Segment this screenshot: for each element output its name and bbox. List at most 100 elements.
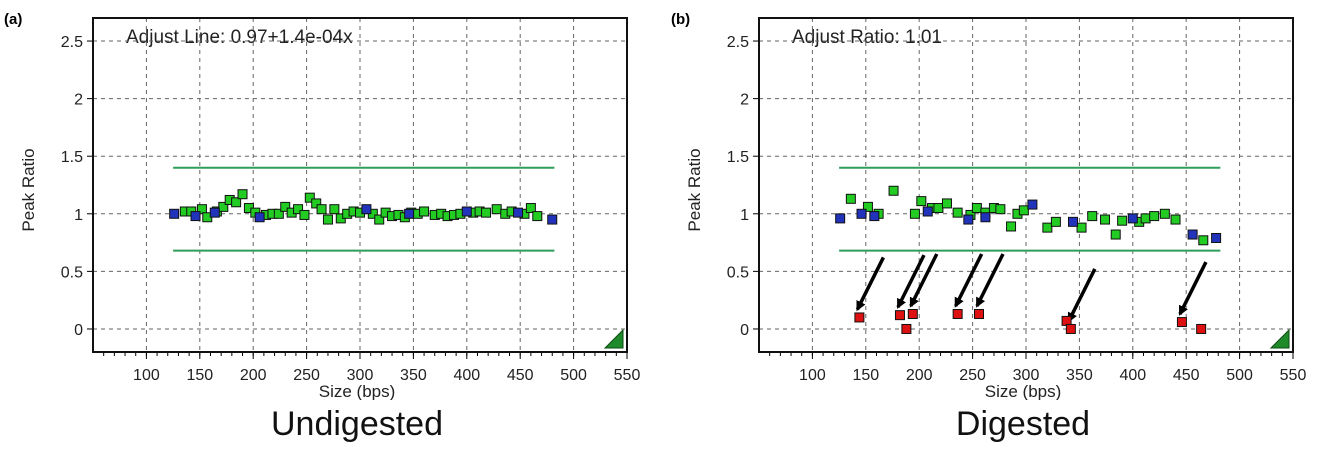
caption-digested: Digested xyxy=(955,405,1091,443)
point-blue-a xyxy=(254,212,265,223)
point-blue-b xyxy=(835,213,846,224)
point-green-b xyxy=(1159,208,1170,219)
x-tick-label-b: 400 xyxy=(1119,367,1146,384)
point-green-a xyxy=(329,204,340,215)
arrow-b xyxy=(1178,261,1208,316)
y-tick-label-b: 1.5 xyxy=(727,149,749,166)
point-green-b xyxy=(1198,235,1209,246)
x-tick-label-b: 550 xyxy=(1280,367,1307,384)
point-green-a xyxy=(273,208,284,219)
point-green-a xyxy=(316,204,327,215)
point-red-b xyxy=(1065,323,1076,334)
x-axis-label-b: Size (bps) xyxy=(985,382,1062,400)
x-tick-label-b: 300 xyxy=(1013,367,1040,384)
point-green-b xyxy=(916,196,927,207)
x-tick-label-a: 450 xyxy=(507,367,534,384)
plot-frame-a xyxy=(92,17,628,353)
point-blue-b xyxy=(1211,232,1222,243)
point-blue-b xyxy=(1187,229,1198,240)
point-green-a xyxy=(304,192,315,203)
caption-undigested: Undigested xyxy=(270,405,443,443)
chart-title-a: Adjust Line: 0.97+1.4e-04x xyxy=(126,27,353,48)
point-red-b xyxy=(1176,317,1187,328)
x-tick-label-a: 250 xyxy=(293,367,320,384)
x-tick-label-a: 100 xyxy=(133,367,160,384)
arrow-b xyxy=(1067,268,1097,323)
point-green-a xyxy=(218,201,229,212)
point-red-b xyxy=(901,323,912,334)
y-tick-label-b: 2.5 xyxy=(727,34,749,51)
point-green-b xyxy=(1076,222,1087,233)
point-green-a xyxy=(322,214,333,225)
x-tick-label-a: 550 xyxy=(614,367,641,384)
point-green-b xyxy=(888,185,899,196)
point-green-b xyxy=(952,207,963,218)
point-green-a xyxy=(293,204,304,215)
point-blue-a xyxy=(209,207,220,218)
x-tick-label-a: 300 xyxy=(347,367,374,384)
point-green-b xyxy=(845,193,856,204)
arrow-b xyxy=(855,256,885,312)
point-green-a xyxy=(481,207,492,218)
x-tick-label-b: 250 xyxy=(959,367,986,384)
x-tick-label-a: 400 xyxy=(453,367,480,384)
point-green-a xyxy=(231,197,242,208)
point-red-b xyxy=(952,308,963,319)
point-red-b xyxy=(974,308,985,319)
arrow-b xyxy=(975,253,1005,308)
point-green-b xyxy=(1100,214,1111,225)
point-green-b xyxy=(1087,211,1098,222)
x-tick-label-b: 200 xyxy=(906,367,933,384)
point-green-b xyxy=(1018,205,1029,216)
point-green-b xyxy=(995,204,1006,215)
x-axis-label-a: Size (bps) xyxy=(319,382,396,400)
point-green-b xyxy=(1170,214,1181,225)
panel-label-a: (a) xyxy=(4,11,22,28)
y-tick-label-b: 0.5 xyxy=(727,264,749,281)
point-red-b xyxy=(854,312,865,323)
corner-marker-icon-b xyxy=(1269,328,1290,349)
point-blue-b xyxy=(922,206,933,217)
y-axis-label-a: Peak Ratio xyxy=(19,148,38,231)
panel-label-b: (b) xyxy=(671,11,690,28)
x-tick-label-a: 200 xyxy=(240,367,267,384)
x-tick-label-a: 500 xyxy=(560,367,587,384)
arrow-b xyxy=(909,253,939,308)
point-green-a xyxy=(311,198,322,209)
point-green-b xyxy=(1117,215,1128,226)
point-blue-b xyxy=(1027,199,1038,210)
point-green-a xyxy=(374,214,385,225)
point-blue-a xyxy=(461,206,472,217)
point-green-b xyxy=(1110,229,1121,240)
point-green-b xyxy=(909,208,920,219)
x-tick-label-b: 100 xyxy=(799,367,826,384)
point-blue-b xyxy=(980,212,991,223)
arrow-b xyxy=(954,253,984,308)
point-green-a xyxy=(525,203,536,214)
y-tick-label-a: 1.5 xyxy=(61,149,83,166)
point-green-b xyxy=(1042,222,1053,233)
x-tick-label-b: 450 xyxy=(1173,367,1200,384)
point-green-a xyxy=(419,206,430,217)
point-red-b xyxy=(907,308,918,319)
point-green-b xyxy=(1006,221,1017,232)
x-tick-label-b: 500 xyxy=(1226,367,1253,384)
point-green-b xyxy=(971,203,982,214)
y-tick-label-a: 2.5 xyxy=(61,34,83,51)
corner-marker-icon-a xyxy=(603,328,624,349)
point-red-b xyxy=(894,310,905,321)
point-green-b xyxy=(933,203,944,214)
x-tick-label-a: 350 xyxy=(400,367,427,384)
point-blue-a xyxy=(404,208,415,219)
point-green-a xyxy=(237,189,248,200)
point-green-b xyxy=(862,201,873,212)
y-tick-label-a: 1 xyxy=(74,207,83,224)
point-green-a xyxy=(196,204,207,215)
y-tick-label-a: 0 xyxy=(74,322,83,339)
y-tick-label-b: 0 xyxy=(740,322,749,339)
point-blue-b xyxy=(1067,216,1078,227)
point-red-b xyxy=(1196,323,1207,334)
y-tick-label-a: 0.5 xyxy=(61,264,83,281)
point-blue-b xyxy=(1127,213,1138,224)
x-tick-label-b: 350 xyxy=(1066,367,1093,384)
